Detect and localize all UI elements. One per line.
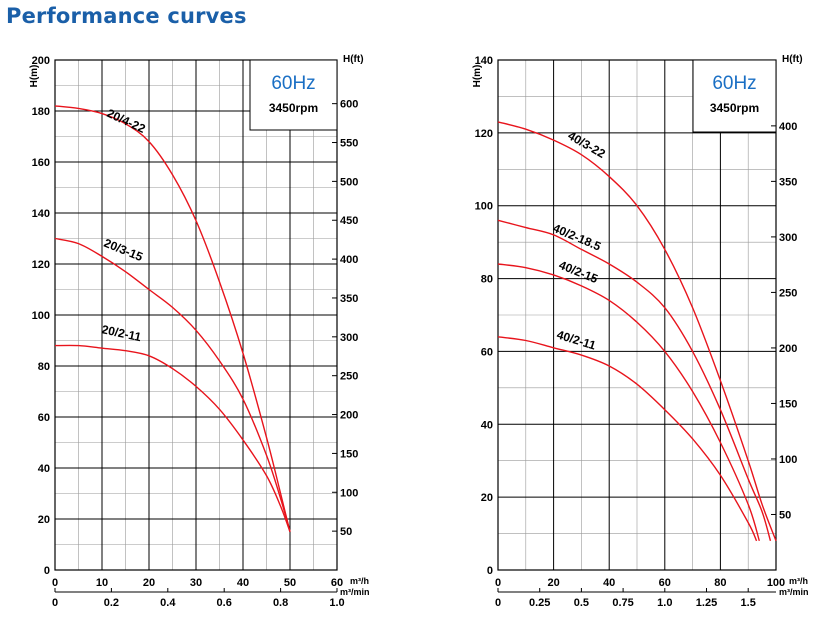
x-tick-label: 0 [495,577,501,589]
series-line-40/2-15 [497,263,760,542]
frequency-box [249,59,338,131]
x-tick-label: 40 [603,577,615,589]
y2-axis-label: H(ft) [782,54,803,65]
y2-tick-label: 300 [340,332,358,344]
y-tick-label: 180 [32,106,50,118]
x2-tick-label: 1.25 [696,597,717,609]
y-tick-label: 60 [38,412,50,424]
x2-tick-label: 1.0 [657,597,672,609]
y2-tick-label: 250 [340,371,358,383]
x2-tick-label: 0.2 [104,597,119,609]
series-label: 40/2-15 [557,258,600,286]
y2-tick-label: 550 [340,138,358,150]
x2-tick-label: 0.8 [273,597,288,609]
y-tick-label: 100 [475,201,493,213]
x2-tick-label: 0 [495,597,501,609]
y2-tick-label: 400 [340,254,358,266]
x-axis-label: m³/h [350,576,369,586]
x-axis-label: m³/h [789,576,808,586]
y2-tick-label: 400 [779,121,797,133]
x2-tick-label: 1.0 [329,597,344,609]
y2-tick-label: 450 [340,215,358,227]
y2-tick-label: 50 [779,509,791,521]
y-tick-label: 100 [32,310,50,322]
x-tick-label: 100 [767,577,785,589]
x-tick-label: 50 [284,577,296,589]
series-label: 40/2-11 [555,327,598,352]
chart-1: 60Hz3450rpm020406080100120140160180200H(… [29,54,370,609]
y-tick-label: 120 [32,259,50,271]
x2-axis-label: m³/min [340,587,370,597]
y-tick-label: 40 [481,419,493,431]
series-line-20/4-22 [54,105,291,532]
y-tick-label: 80 [481,274,493,286]
y-tick-label: 40 [38,463,50,475]
x-tick-label: 40 [237,577,249,589]
x-tick-label: 10 [96,577,108,589]
series-line-20/2-11 [54,344,291,532]
y-tick-label: 140 [32,208,50,220]
y-tick-label: 0 [44,565,50,577]
x2-tick-label: 0 [52,597,58,609]
y2-tick-label: 50 [340,526,352,538]
series-label: 20/2-11 [100,322,142,344]
x2-tick-label: 0.75 [612,597,633,609]
y2-tick-label: 150 [340,448,358,460]
x-tick-label: 30 [190,577,202,589]
speed-label: 3450rpm [710,101,759,115]
y2-tick-label: 250 [779,287,797,299]
frequency-label: 60Hz [712,73,756,94]
y2-tick-label: 600 [340,99,358,111]
series-line-40/2-11 [497,336,758,542]
series-line-40/2-18.5 [497,219,772,542]
y-tick-label: 160 [32,157,50,169]
y2-tick-label: 350 [779,176,797,188]
series-line-20/3-15 [54,237,291,532]
y2-tick-label: 300 [779,232,797,244]
x2-tick-label: 0.6 [217,597,232,609]
y2-tick-label: 200 [340,410,358,422]
plot-frame [54,59,338,571]
y-tick-label: 140 [475,55,493,67]
plot-frame [497,59,777,571]
frequency-box [692,59,777,133]
x-tick-label: 60 [659,577,671,589]
y-axis-label: H(m) [29,65,40,88]
y2-tick-label: 200 [779,343,797,355]
y-tick-label: 60 [481,346,493,358]
y2-tick-label: 500 [340,176,358,188]
page-title: Performance curves [6,4,247,28]
x2-axis-label: m³/min [779,587,809,597]
y2-tick-label: 100 [340,487,358,499]
x2-tick-label: 0.25 [529,597,550,609]
y-tick-label: 20 [38,514,50,526]
y-tick-label: 20 [481,492,493,504]
x-tick-label: 20 [547,577,559,589]
y-tick-label: 80 [38,361,50,373]
y-tick-label: 120 [475,128,493,140]
x-tick-label: 60 [331,577,343,589]
x-tick-label: 20 [143,577,155,589]
series-line-40/3-22 [497,121,777,542]
y2-tick-label: 100 [779,454,797,466]
x2-tick-label: 1.5 [741,597,756,609]
x-tick-label: 80 [714,577,726,589]
y2-tick-label: 150 [779,398,797,410]
frequency-label: 60Hz [271,73,315,94]
series-label: 40/3-22 [566,128,609,161]
x-tick-label: 0 [52,577,58,589]
y-axis-label: H(m) [472,65,483,88]
y2-axis-label: H(ft) [343,54,364,65]
y-tick-label: 200 [32,55,50,67]
y-tick-label: 0 [487,565,493,577]
x2-tick-label: 0.4 [160,597,176,609]
x2-tick-label: 0.5 [574,597,589,609]
speed-label: 3450rpm [269,101,318,115]
y2-tick-label: 350 [340,293,358,305]
